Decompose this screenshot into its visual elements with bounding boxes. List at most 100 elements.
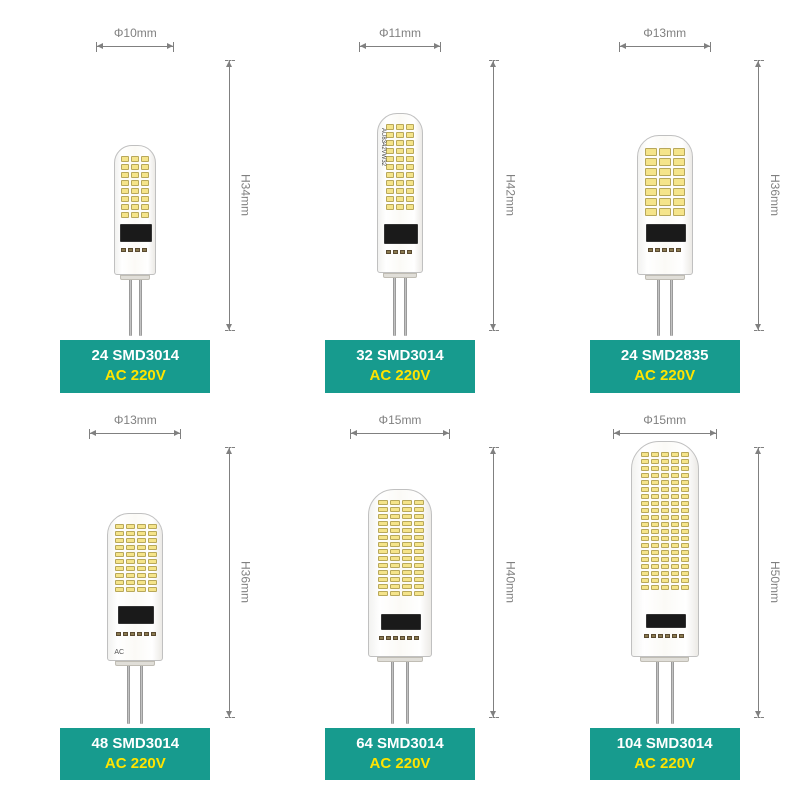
led-bulb: AC <box>107 513 163 724</box>
led-chip <box>681 550 689 555</box>
led-chip <box>126 580 135 585</box>
led-chip <box>651 550 659 555</box>
led-chip <box>141 172 149 178</box>
led-chip <box>659 208 671 216</box>
spec-label: 32 SMD3014 AC 220V <box>325 340 475 393</box>
led-chip <box>681 529 689 534</box>
bulb-cell-1: Φ10mm H34mm24 SMD3014 AC 220V <box>10 20 261 393</box>
led-chip <box>115 580 124 585</box>
spec-label: 48 SMD3014 AC 220V <box>60 728 210 781</box>
led-chip <box>121 156 129 162</box>
led-chip <box>671 473 679 478</box>
led-chip <box>659 188 671 196</box>
bulb-capsule: AC <box>107 513 163 661</box>
led-chip <box>651 564 659 569</box>
led-chip <box>673 198 685 206</box>
led-chip <box>148 580 157 585</box>
led-chip <box>414 556 424 561</box>
led-chip <box>386 180 394 186</box>
led-chip <box>115 573 124 578</box>
led-chip <box>671 543 679 548</box>
led-chip <box>137 566 146 571</box>
led-chip <box>396 172 404 178</box>
pin <box>140 666 143 724</box>
led-chip <box>131 156 139 162</box>
led-chip <box>386 188 394 194</box>
led-chip <box>651 452 659 457</box>
led-chip <box>137 587 146 592</box>
led-chip <box>406 196 414 202</box>
led-chip <box>378 563 388 568</box>
led-chip <box>681 494 689 499</box>
led-chip <box>386 204 394 210</box>
led-chip <box>148 566 157 571</box>
spec-label: 104 SMD3014 AC 220V <box>590 728 740 781</box>
led-bulb: AU8342VW32 <box>377 113 423 336</box>
led-chip <box>681 515 689 520</box>
led-chip <box>414 591 424 596</box>
model-text: 32 SMD3014 <box>333 346 467 366</box>
led-chip <box>681 571 689 576</box>
led-chip <box>651 578 659 583</box>
led-chip <box>671 501 679 506</box>
driver-chip <box>646 614 686 628</box>
led-chip <box>671 564 679 569</box>
led-chip <box>414 570 424 575</box>
led-chip <box>661 571 669 576</box>
led-chip <box>396 156 404 162</box>
led-chip <box>661 529 669 534</box>
led-array <box>115 524 157 592</box>
pin <box>404 278 407 336</box>
led-chip <box>671 557 679 562</box>
led-chip <box>661 466 669 471</box>
bulb-cell-2: Φ11mm H42mmAU8342VW3232 SMD3014 AC 220V <box>275 20 526 393</box>
led-chip <box>137 573 146 578</box>
pin <box>670 280 673 336</box>
led-chip <box>681 487 689 492</box>
led-chip <box>641 550 649 555</box>
led-chip <box>671 536 679 541</box>
led-chip <box>390 507 400 512</box>
led-chip <box>378 514 388 519</box>
led-chip <box>673 188 685 196</box>
bulb-area <box>539 20 790 340</box>
bulb-cell-5: Φ15mm H40mm64 SMD3014 AC 220V <box>275 407 526 781</box>
led-chip <box>673 208 685 216</box>
led-chip <box>641 501 649 506</box>
led-chip <box>141 204 149 210</box>
led-chip <box>390 500 400 505</box>
led-chip <box>390 591 400 596</box>
led-chip <box>402 507 412 512</box>
led-chip <box>386 156 394 162</box>
led-chip <box>659 158 671 166</box>
led-chip <box>406 188 414 194</box>
led-chip <box>641 466 649 471</box>
led-chip <box>121 212 129 218</box>
led-chip <box>137 552 146 557</box>
led-chip <box>661 536 669 541</box>
led-chip <box>671 550 679 555</box>
led-chip <box>131 180 139 186</box>
led-chip <box>378 577 388 582</box>
led-chip <box>126 545 135 550</box>
led-chip <box>661 578 669 583</box>
led-chip <box>641 522 649 527</box>
led-chip <box>673 158 685 166</box>
bulb-capsule <box>637 135 693 275</box>
led-chip <box>390 577 400 582</box>
led-chip <box>651 501 659 506</box>
led-chip <box>378 535 388 540</box>
pin <box>139 280 142 336</box>
led-array <box>121 156 149 218</box>
led-chip <box>641 536 649 541</box>
led-bulb <box>114 145 156 336</box>
led-chip <box>641 578 649 583</box>
led-chip <box>378 542 388 547</box>
led-chip <box>641 494 649 499</box>
driver-chip <box>384 224 418 244</box>
led-chip <box>671 452 679 457</box>
led-chip <box>661 543 669 548</box>
led-chip <box>148 573 157 578</box>
led-chip <box>671 522 679 527</box>
led-chip <box>681 473 689 478</box>
